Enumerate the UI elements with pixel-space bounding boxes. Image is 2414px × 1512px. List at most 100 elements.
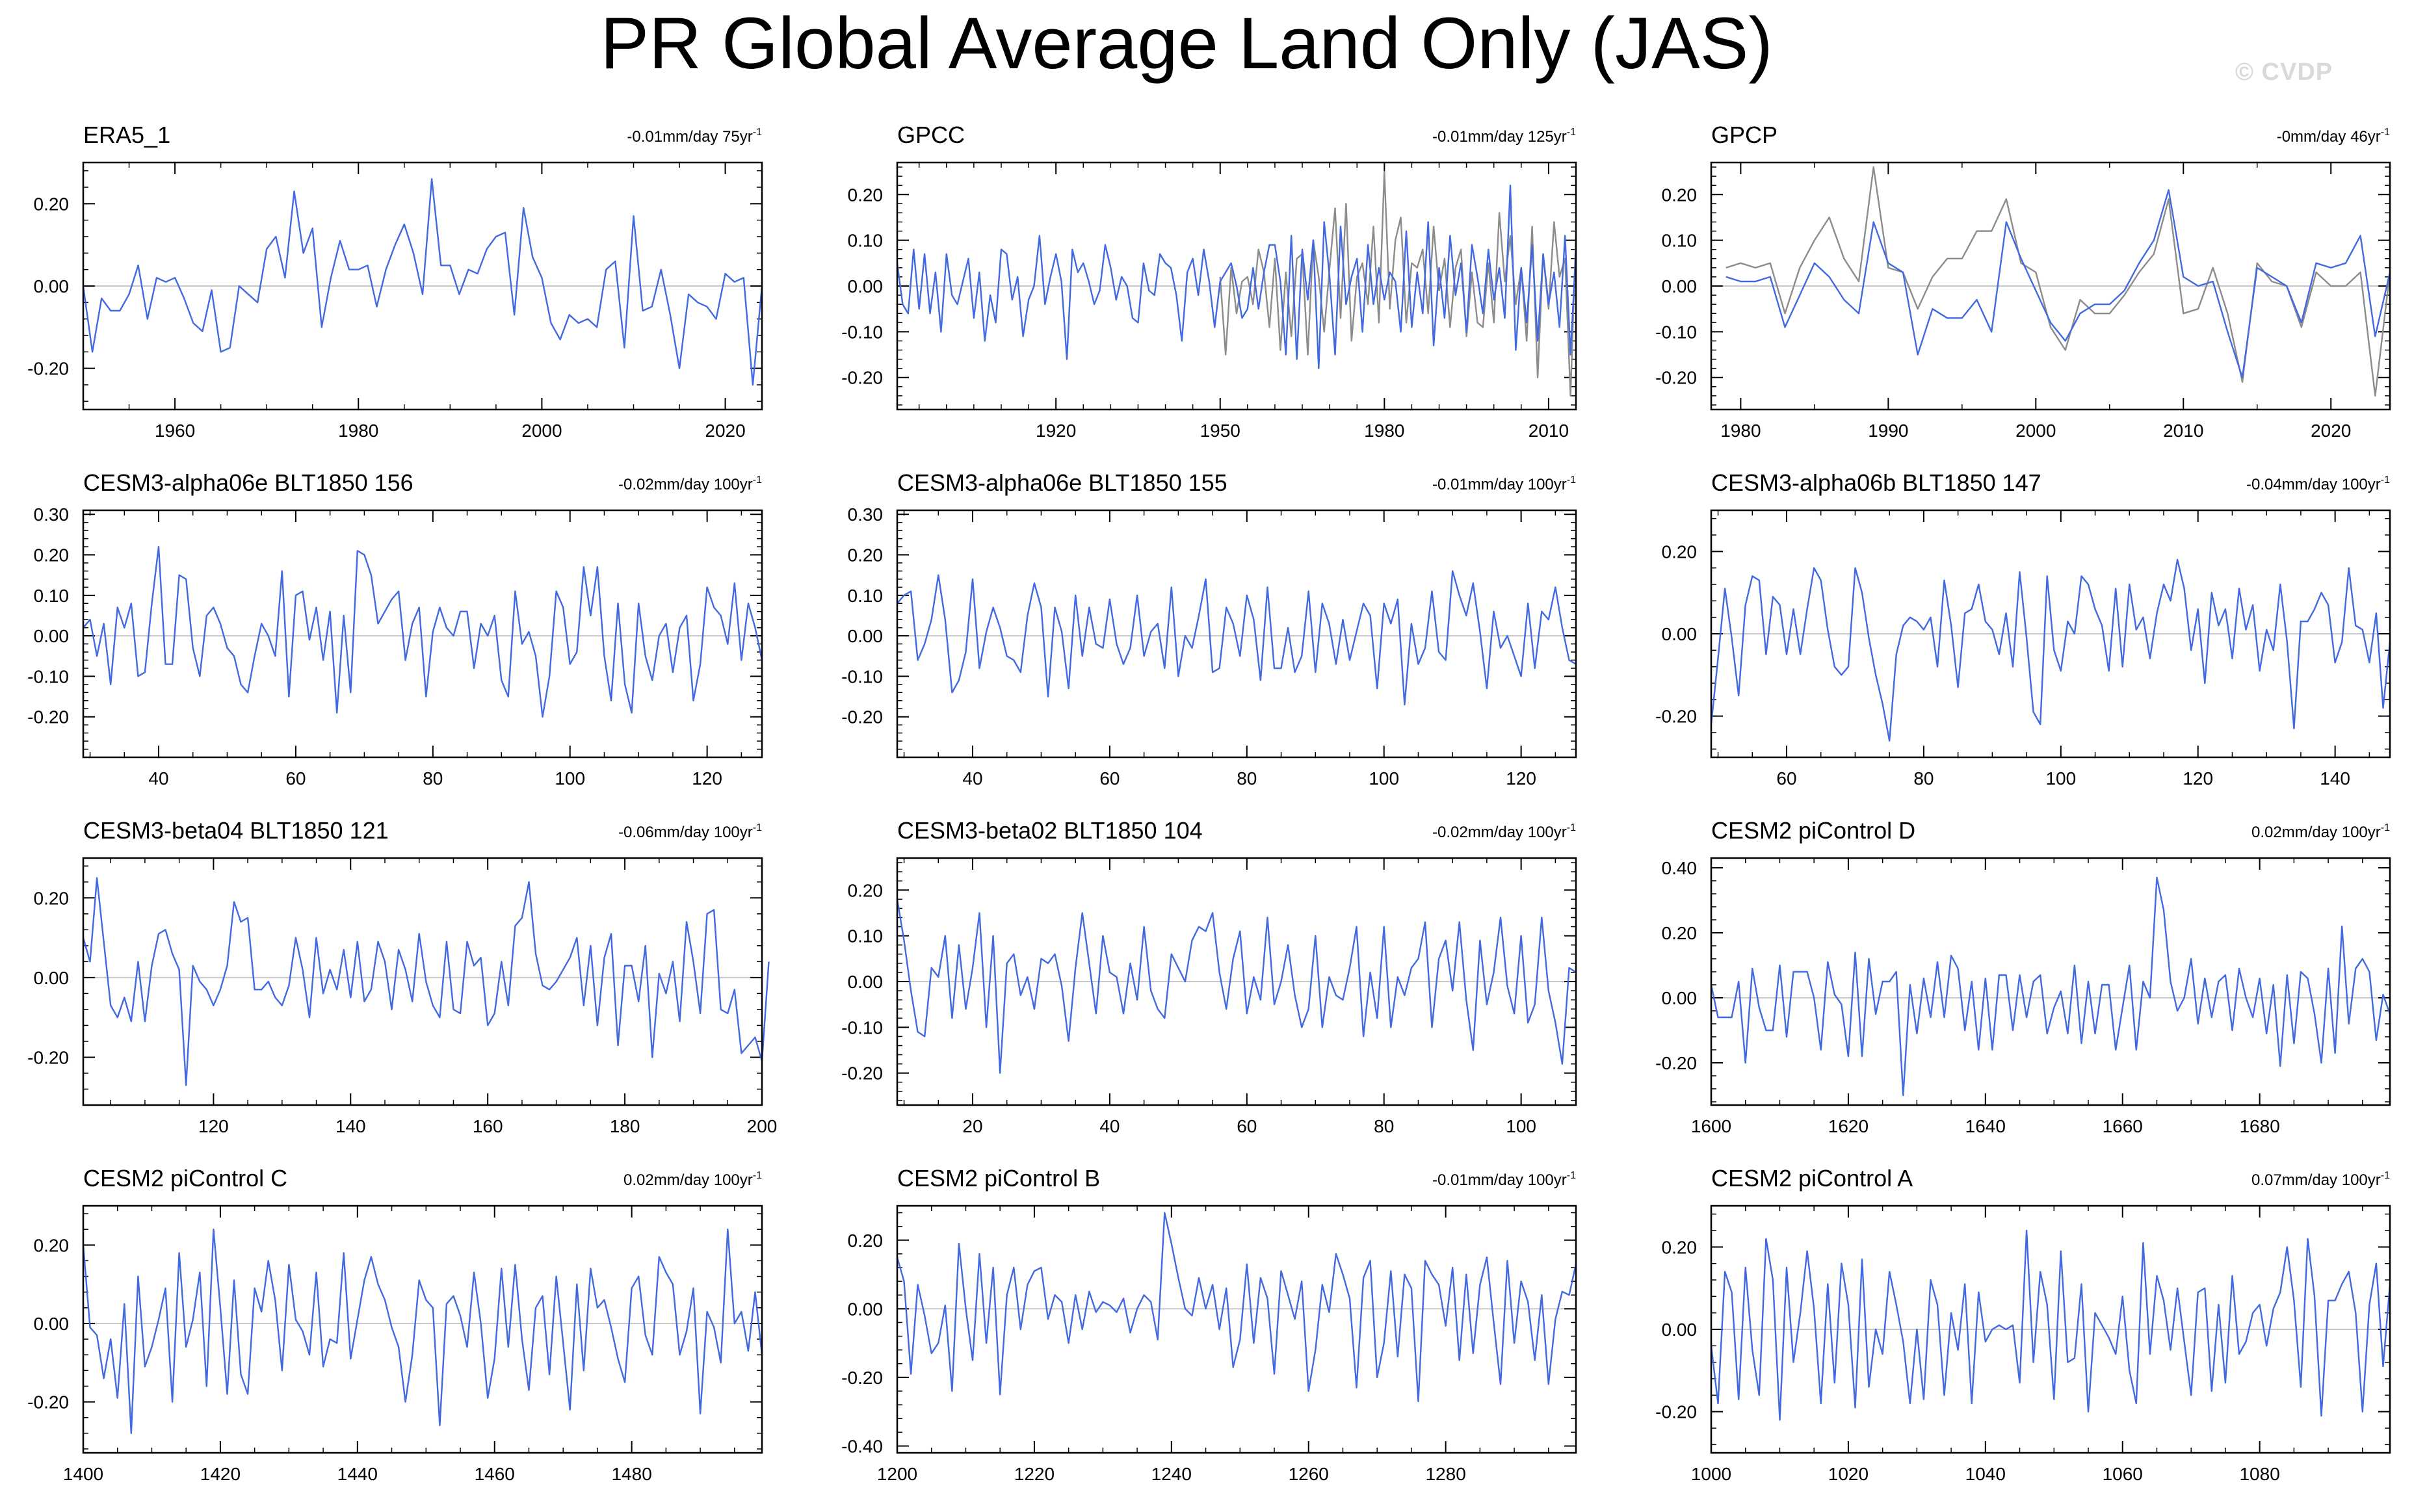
x-tick-label: 20 [962, 1116, 982, 1136]
x-tick-label: 1020 [1828, 1464, 1869, 1484]
panel-trend: -0mm/day 46yr-1 [2277, 127, 2390, 146]
x-tick-label: 1980 [338, 421, 378, 441]
y-tick-label: 0.20 [848, 185, 884, 205]
x-tick-label: 1640 [1965, 1116, 2006, 1136]
panel-title: ERA5_1 [83, 122, 170, 148]
panel-title: GPCP [1711, 122, 1778, 148]
panel-trend: 0.02mm/day 100yr-1 [623, 1170, 762, 1189]
x-tick-label: 80 [1374, 1116, 1394, 1136]
x-tick-label: 1240 [1151, 1464, 1192, 1484]
y-tick-label: 0.10 [848, 231, 884, 251]
panel-2: GPCC -0.01mm/day 125yr-1 1920 1950 1980 2010 -… [841, 122, 1577, 441]
x-tick-label: 40 [148, 768, 168, 789]
y-tick-label: 0.20 [34, 194, 70, 214]
y-tick-label: 0.20 [1662, 541, 1698, 562]
x-tick-label: 100 [1506, 1116, 1536, 1136]
y-tick-label: 0.00 [1662, 624, 1698, 644]
panel-11: CESM2 piControl B -0.01mm/day 100yr-1 1200… [841, 1165, 1577, 1484]
y-tick-label: -0.20 [27, 1047, 69, 1067]
x-tick-label: 1220 [1014, 1464, 1055, 1484]
x-tick-label: 1620 [1828, 1116, 1869, 1136]
x-tick-label: 1420 [200, 1464, 241, 1484]
x-tick-label: 2000 [2015, 421, 2056, 441]
x-tick-label: 1200 [877, 1464, 917, 1484]
panel-trend: 0.02mm/day 100yr-1 [2251, 822, 2390, 841]
series-line-secondary [1219, 170, 1577, 397]
y-tick-label: -0.20 [1655, 707, 1697, 727]
panel-trend: -0.04mm/day 100yr-1 [2246, 475, 2390, 493]
y-tick-label: -0.20 [1655, 1053, 1697, 1073]
x-tick-label: 1660 [2103, 1116, 2143, 1136]
x-tick-label: 140 [2320, 768, 2350, 789]
y-tick-label: 0.20 [34, 888, 70, 908]
panel-title: CESM2 piControl C [83, 1165, 287, 1192]
y-tick-label: -0.20 [1655, 1402, 1697, 1422]
panel-trend-superscript: -1 [1567, 127, 1576, 138]
x-tick-label: 40 [962, 768, 982, 789]
panel-trend-superscript: -1 [1567, 822, 1576, 833]
y-tick-label: 0.00 [1662, 1320, 1698, 1340]
x-tick-label: 140 [335, 1116, 366, 1136]
panel-title: CESM3-alpha06e BLT1850 155 [897, 469, 1227, 496]
x-tick-label: 1960 [155, 421, 195, 441]
y-tick-label: 0.20 [34, 545, 70, 566]
y-tick-label: -0.10 [841, 666, 883, 686]
x-tick-label: 2020 [705, 421, 745, 441]
y-tick-label: 0.40 [1662, 858, 1698, 878]
y-tick-label: -0.20 [27, 359, 69, 379]
y-tick-label: -0.40 [841, 1436, 883, 1456]
panel-title: GPCC [897, 122, 965, 148]
series-line-main [1710, 1229, 2391, 1421]
x-tick-label: 1950 [1200, 421, 1240, 441]
y-tick-label: 0.00 [34, 1314, 70, 1334]
series-line-main [82, 1229, 763, 1434]
series-line-secondary [1725, 166, 2391, 397]
x-tick-label: 1600 [1691, 1116, 1731, 1136]
y-tick-label: -0.20 [841, 707, 883, 727]
y-tick-label: 0.20 [1662, 923, 1698, 943]
y-tick-label: -0.10 [27, 666, 69, 686]
y-tick-label: 0.20 [1662, 1237, 1698, 1257]
panel-trend: 0.07mm/day 100yr-1 [2251, 1170, 2390, 1189]
panel-trend-superscript: -1 [753, 822, 762, 833]
panel-trend: -0.02mm/day 100yr-1 [1432, 822, 1576, 841]
x-tick-label: 2020 [2311, 421, 2351, 441]
panel-trend-superscript: -1 [753, 1170, 762, 1181]
y-tick-label: -0.20 [27, 1392, 69, 1413]
y-tick-label: 0.00 [848, 276, 884, 296]
x-tick-label: 120 [1506, 768, 1536, 789]
x-tick-label: 180 [610, 1116, 640, 1136]
y-tick-label: 0.10 [848, 586, 884, 606]
panel-trend-superscript: -1 [2381, 1170, 2390, 1181]
plot-frame [896, 857, 1577, 1106]
x-tick-label: 1460 [475, 1464, 515, 1484]
panel-trend: -0.01mm/day 125yr-1 [1432, 127, 1576, 146]
panel-trend-superscript: -1 [1567, 475, 1576, 486]
panel-title: CESM2 piControl D [1711, 817, 1915, 844]
y-tick-label: -0.20 [841, 1368, 883, 1388]
x-tick-label: 1920 [1036, 421, 1076, 441]
x-tick-label: 1080 [2239, 1464, 2279, 1484]
panel-trend-superscript: -1 [2381, 822, 2390, 833]
y-tick-label: 0.00 [848, 626, 884, 646]
panel-trend-superscript: -1 [1567, 1170, 1576, 1181]
y-tick-label: 0.30 [848, 504, 884, 525]
panel-8: CESM3-beta02 BLT1850 104 -0.02mm/day 100y… [841, 817, 1577, 1136]
plot-frame [82, 161, 763, 411]
panel-title: CESM3-alpha06b BLT1850 147 [1711, 469, 2041, 496]
plot-frame [896, 1205, 1577, 1454]
panel-trend: -0.01mm/day 75yr-1 [627, 127, 762, 146]
plot-frame [1710, 1205, 2391, 1454]
panel-title: CESM3-beta04 BLT1850 121 [83, 817, 389, 844]
y-tick-label: 0.00 [34, 968, 70, 988]
panel-trend: -0.01mm/day 100yr-1 [1432, 1170, 1576, 1189]
y-tick-label: 0.20 [848, 1231, 884, 1251]
x-tick-label: 60 [1776, 768, 1796, 789]
x-tick-label: 2010 [2163, 421, 2203, 441]
series-line-main [896, 185, 1577, 369]
y-tick-label: -0.10 [841, 322, 883, 342]
panel-4: CESM3-alpha06e BLT1850 156 -0.02mm/day 10… [27, 469, 763, 789]
y-tick-label: -0.20 [1655, 368, 1697, 388]
x-tick-label: 1040 [1965, 1464, 2006, 1484]
